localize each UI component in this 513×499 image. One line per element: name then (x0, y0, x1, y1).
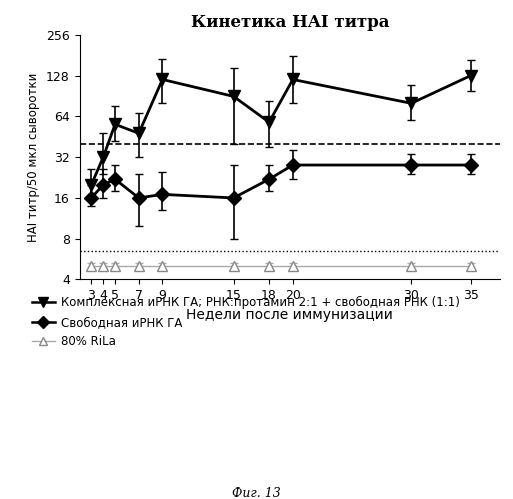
Y-axis label: HAI титр/50 мкл сыворотки: HAI титр/50 мкл сыворотки (28, 72, 41, 242)
Title: Кинетика HAI титра: Кинетика HAI титра (191, 13, 389, 30)
Legend: Комплексная иРНК ГА; РНК:протамин 2:1 + свободная РНК (1:1), Свободная иРНК ГА, : Комплексная иРНК ГА; РНК:протамин 2:1 + … (32, 296, 460, 348)
X-axis label: Недели после иммунизации: Недели после иммунизации (186, 308, 393, 322)
Text: Фиг. 13: Фиг. 13 (232, 487, 281, 499)
